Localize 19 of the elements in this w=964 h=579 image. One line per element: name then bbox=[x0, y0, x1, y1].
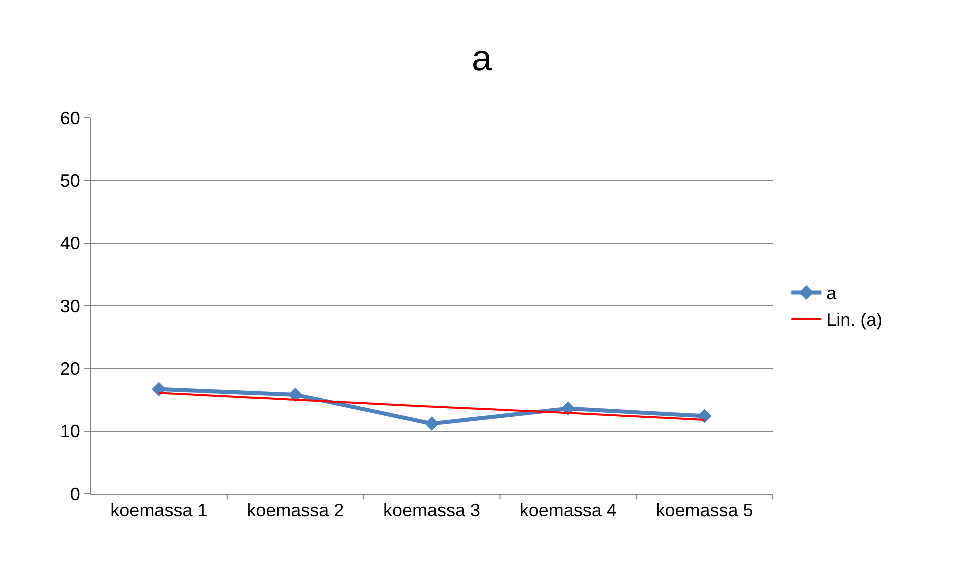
point bbox=[152, 382, 166, 396]
point bbox=[698, 409, 712, 424]
x-tick-label: koemassa 5 bbox=[656, 500, 754, 521]
point bbox=[424, 416, 440, 431]
y-tick-label: 30 bbox=[60, 296, 80, 316]
y-tick-label: 0 bbox=[70, 484, 80, 504]
legend-label: a bbox=[826, 284, 838, 304]
x-tick-label: koemassa 1 bbox=[110, 500, 208, 521]
x-tick-label: koemassa 3 bbox=[383, 500, 481, 521]
y-tick-label: 60 bbox=[60, 108, 80, 128]
y-tick-label: 10 bbox=[60, 422, 80, 442]
legend-label: Lin. (a) bbox=[826, 310, 883, 330]
chart-title: a bbox=[472, 38, 493, 78]
point bbox=[288, 388, 303, 402]
y-tick-label: 20 bbox=[60, 358, 80, 379]
x-tick-label: koemassa 2 bbox=[247, 500, 344, 521]
y-tick-label: 50 bbox=[60, 170, 80, 191]
x-tick-label: koemassa 4 bbox=[520, 500, 617, 521]
y-tick-label: 40 bbox=[60, 234, 80, 254]
